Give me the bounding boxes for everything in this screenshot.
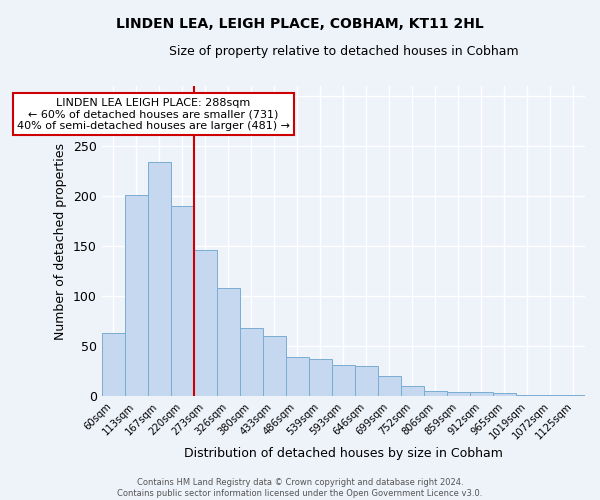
Y-axis label: Number of detached properties: Number of detached properties <box>55 142 67 340</box>
Text: Contains HM Land Registry data © Crown copyright and database right 2024.
Contai: Contains HM Land Registry data © Crown c… <box>118 478 482 498</box>
Bar <box>263 336 286 396</box>
Bar <box>148 162 171 396</box>
Bar <box>378 376 401 396</box>
Text: LINDEN LEA, LEIGH PLACE, COBHAM, KT11 2HL: LINDEN LEA, LEIGH PLACE, COBHAM, KT11 2H… <box>116 18 484 32</box>
Bar <box>470 392 493 396</box>
Bar <box>447 392 470 396</box>
Bar <box>101 334 125 396</box>
Bar <box>332 366 355 396</box>
Bar <box>401 386 424 396</box>
Text: LINDEN LEA LEIGH PLACE: 288sqm
← 60% of detached houses are smaller (731)
40% of: LINDEN LEA LEIGH PLACE: 288sqm ← 60% of … <box>17 98 290 131</box>
Bar <box>309 360 332 397</box>
Bar <box>194 250 217 396</box>
Bar <box>493 394 516 396</box>
Bar <box>240 328 263 396</box>
X-axis label: Distribution of detached houses by size in Cobham: Distribution of detached houses by size … <box>184 447 503 460</box>
Title: Size of property relative to detached houses in Cobham: Size of property relative to detached ho… <box>169 45 518 58</box>
Bar <box>286 358 309 397</box>
Bar <box>125 195 148 396</box>
Bar <box>355 366 378 396</box>
Bar <box>217 288 240 397</box>
Bar <box>171 206 194 396</box>
Bar <box>424 392 447 396</box>
